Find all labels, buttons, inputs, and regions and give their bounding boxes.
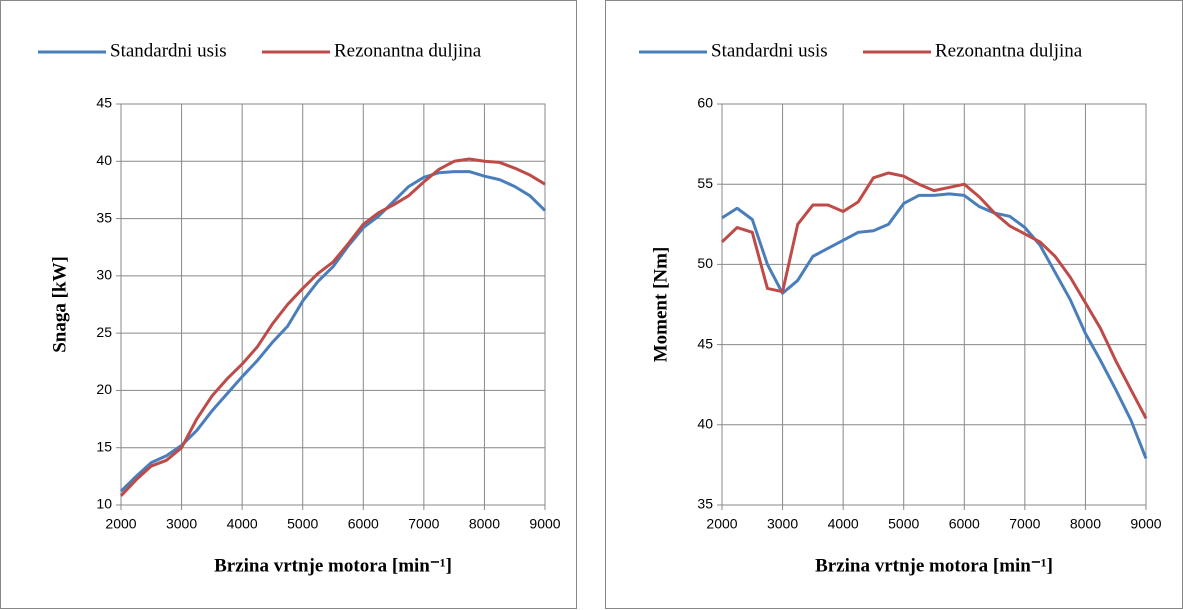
series-line (119, 157, 546, 497)
y-tick-label: 10 (96, 496, 112, 512)
x-tick-label: 2000 (105, 516, 136, 532)
y-tick-label: 55 (697, 175, 713, 191)
y-axis-title: Moment [Nm] (650, 247, 671, 363)
series-line (721, 192, 1148, 460)
y-tick-label: 45 (697, 335, 713, 351)
x-tick-label: 7000 (408, 516, 439, 532)
x-tick-label: 8000 (469, 516, 500, 532)
x-tick-label: 5000 (888, 516, 919, 532)
y-tick-label: 35 (96, 209, 112, 225)
x-tick-label: 3000 (767, 516, 798, 532)
y-axis-title: Snaga [kW] (49, 256, 70, 353)
x-tick-label: 4000 (227, 516, 258, 532)
legend-label: Rezonantna duljina (935, 40, 1083, 61)
y-tick-label: 60 (697, 95, 713, 111)
y-tick-label: 25 (96, 324, 112, 340)
x-tick-label: 5000 (287, 516, 318, 532)
x-tick-label: 8000 (1070, 516, 1101, 532)
series-line (720, 171, 1148, 420)
y-tick-label: 45 (96, 95, 112, 111)
x-tick-label: 6000 (348, 516, 379, 532)
x-tick-label: 6000 (949, 516, 980, 532)
x-tick-label: 2000 (706, 516, 737, 532)
y-tick-label: 40 (697, 416, 713, 432)
legend-label: Standardni usis (711, 40, 828, 61)
legend-label: Standardni usis (110, 40, 227, 61)
y-tick-label: 35 (697, 496, 713, 512)
legend-label: Rezonantna duljina (334, 40, 482, 61)
x-tick-label: 3000 (166, 516, 197, 532)
x-tick-label: 4000 (828, 516, 859, 532)
x-axis-title: Brzina vrtnje motora [min⁻¹] (214, 555, 452, 576)
y-tick-label: 20 (96, 381, 112, 397)
x-tick-label: 9000 (529, 516, 560, 532)
series-line (119, 170, 547, 493)
y-tick-label: 15 (96, 438, 112, 454)
x-tick-label: 9000 (1130, 516, 1161, 532)
y-tick-label: 40 (96, 152, 112, 168)
x-tick-label: 7000 (1009, 516, 1040, 532)
y-tick-label: 50 (697, 255, 713, 271)
x-axis-title: Brzina vrtnje motora [min⁻¹] (815, 555, 1053, 576)
y-tick-label: 30 (96, 267, 112, 283)
